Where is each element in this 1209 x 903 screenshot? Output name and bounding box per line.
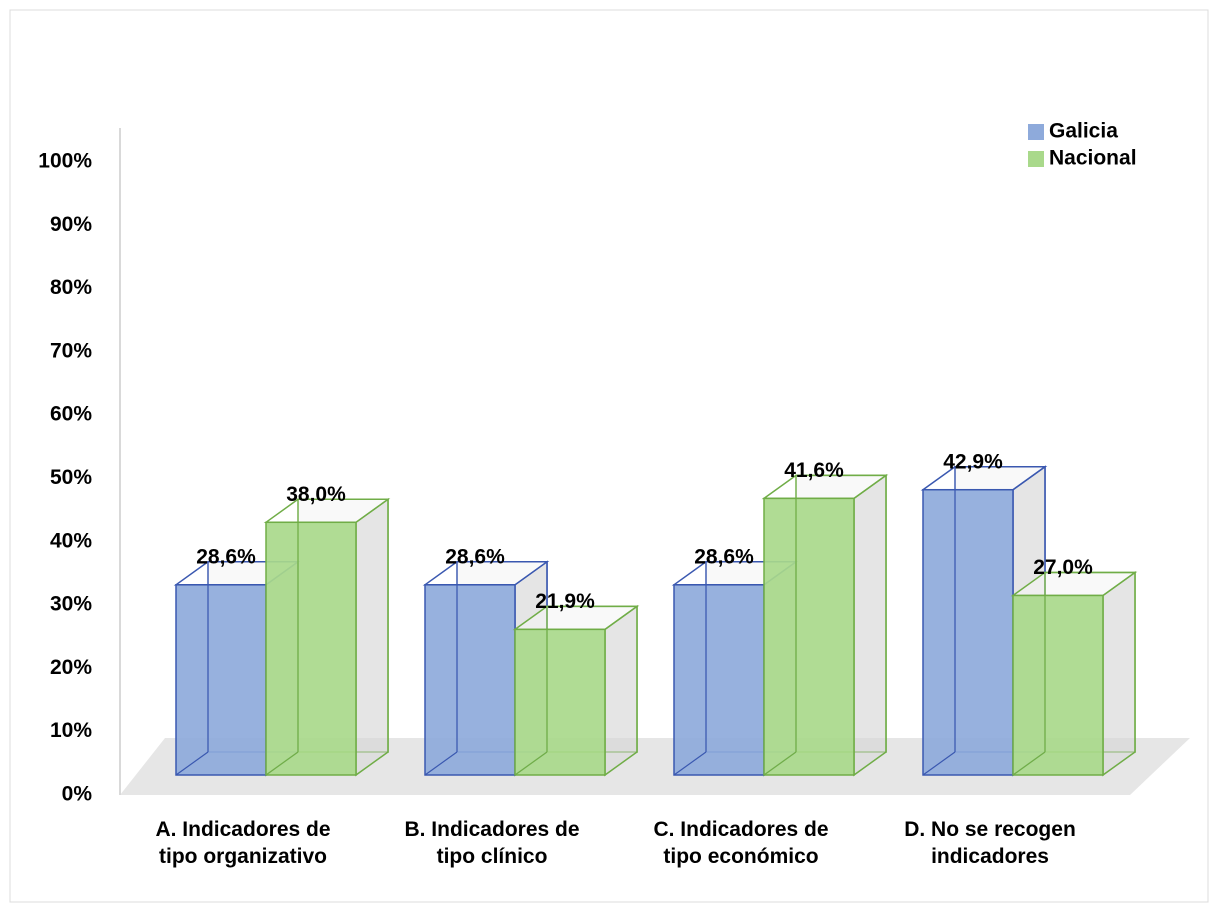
y-tick-label: 80% <box>50 276 92 299</box>
y-tick-label: 60% <box>50 403 92 426</box>
y-tick-label: 40% <box>50 529 92 552</box>
bar-inner-edge <box>265 751 299 776</box>
data-label: 42,9% <box>943 450 1003 473</box>
bar <box>424 584 516 776</box>
bar <box>922 488 1014 776</box>
bar <box>514 628 606 776</box>
data-label: 27,0% <box>1033 556 1093 579</box>
x-tick-label: B. Indicadores de tipo clínico <box>404 818 579 868</box>
y-tick-label: 90% <box>50 213 92 236</box>
bar <box>175 584 267 776</box>
legend-swatch <box>1028 124 1044 140</box>
bar-inner-edge <box>922 751 956 776</box>
bar-side <box>1102 570 1136 777</box>
x-tick-label-line: tipo económico <box>663 845 818 868</box>
bar-inner-edge <box>1012 751 1046 776</box>
y-tick-label: 50% <box>50 466 92 489</box>
bar-inner-edge <box>424 751 458 776</box>
data-label: 41,6% <box>784 459 844 482</box>
legend-label: Galicia <box>1049 120 1118 143</box>
data-label: 28,6% <box>694 545 754 568</box>
y-tick-label: 10% <box>50 719 92 742</box>
x-tick-label-line: A. Indicadores de <box>155 818 330 841</box>
x-tick-label: A. Indicadores de tipo organizativo <box>155 818 330 868</box>
y-tick-label: 70% <box>50 339 92 362</box>
bar <box>673 584 765 776</box>
x-tick-label-line: C. Indicadores de <box>653 818 828 841</box>
bar-inner-edge <box>514 751 548 776</box>
bar <box>763 497 855 776</box>
x-tick-label: C. Indicadores de tipo económico <box>653 818 828 868</box>
legend-swatch <box>1028 151 1044 167</box>
x-tick-label-line: tipo clínico <box>437 845 548 868</box>
y-tick-label: 100% <box>38 150 92 173</box>
x-tick-label: D. No se recogen indicadores <box>904 818 1076 868</box>
bar-side <box>355 497 389 777</box>
bar-inner-edge <box>763 751 797 776</box>
data-label: 38,0% <box>286 483 346 506</box>
x-tick-label-line: indicadores <box>931 845 1049 868</box>
legend-label: Nacional <box>1049 147 1137 170</box>
y-tick-label: 0% <box>62 783 93 806</box>
data-label: 28,6% <box>196 545 256 568</box>
bar-inner-edge <box>673 751 707 776</box>
x-tick-label-line: D. No se recogen <box>904 818 1076 841</box>
bar-side <box>604 604 638 777</box>
bar-inner-edge <box>175 751 209 776</box>
x-tick-label-line: tipo organizativo <box>159 845 327 868</box>
y-tick-label: 20% <box>50 656 92 679</box>
bar-side <box>853 473 887 777</box>
data-label: 21,9% <box>535 590 595 613</box>
y-tick-label: 30% <box>50 593 92 616</box>
data-label: 28,6% <box>445 545 505 568</box>
bar <box>1012 594 1104 776</box>
x-tick-label-line: B. Indicadores de <box>404 818 579 841</box>
bar <box>265 521 357 776</box>
